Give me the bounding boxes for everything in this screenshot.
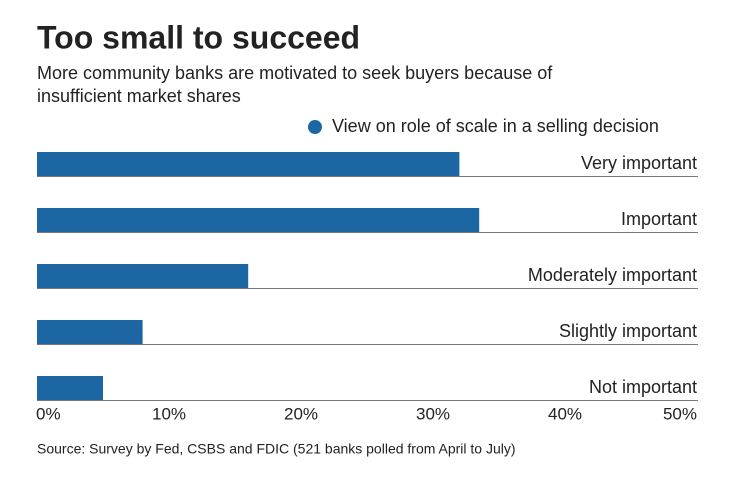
category-label: Important: [621, 209, 697, 229]
x-tick-label: 20%: [284, 404, 318, 423]
legend-marker: [308, 120, 322, 134]
chart-subtitle: More community banks are motivated to se…: [37, 63, 553, 83]
chart-title: Too small to succeed: [37, 19, 360, 55]
source-note: Source: Survey by Fed, CSBS and FDIC (52…: [37, 441, 516, 457]
x-tick-label: 50%: [663, 404, 697, 423]
bar: [37, 376, 103, 400]
x-tick-label: 30%: [416, 404, 450, 423]
x-tick-label: 40%: [548, 404, 582, 423]
legend-label: View on role of scale in a selling decis…: [332, 116, 659, 136]
bar: [37, 264, 249, 288]
category-label: Not important: [589, 377, 697, 397]
bar: [37, 320, 143, 344]
chart-subtitle: insufficient market shares: [37, 86, 241, 106]
bar: [37, 208, 480, 232]
category-label: Very important: [581, 153, 697, 173]
x-tick-label: 0%: [36, 404, 61, 423]
category-label: Moderately important: [528, 265, 697, 285]
bar: [37, 152, 460, 176]
category-label: Slightly important: [559, 321, 697, 341]
x-tick-label: 10%: [152, 404, 186, 423]
